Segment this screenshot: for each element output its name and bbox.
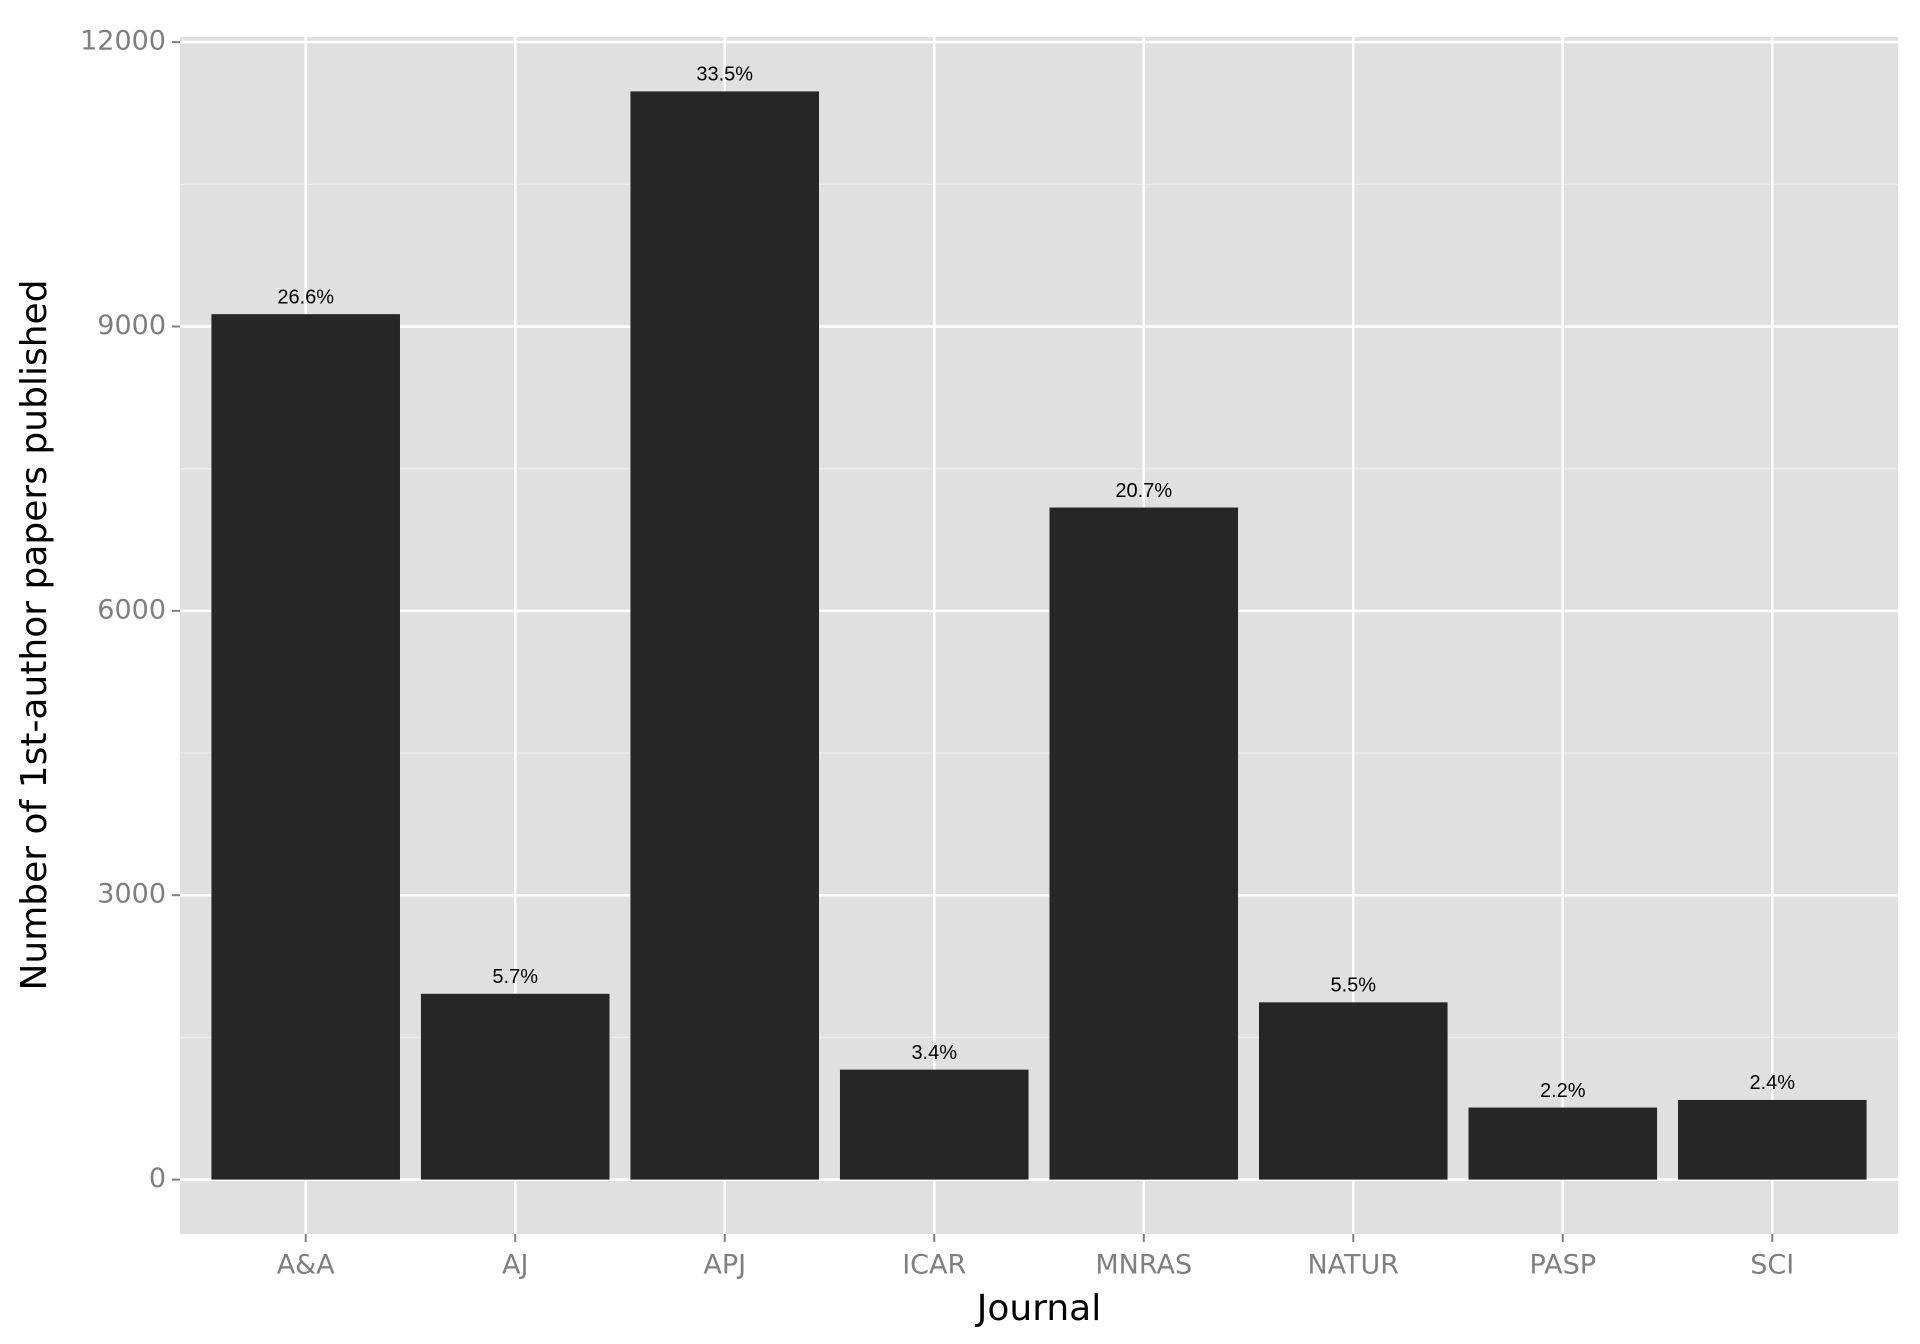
bar — [1468, 1107, 1658, 1180]
bar — [1678, 1099, 1867, 1180]
x-tick-label: AJ — [502, 1250, 528, 1281]
x-axis-title: Journal — [975, 1288, 1102, 1329]
x-tick-label: ICAR — [902, 1250, 966, 1281]
y-tick-label: 0 — [149, 1163, 166, 1194]
x-tick-label: SCI — [1750, 1250, 1794, 1281]
bar — [630, 91, 820, 1180]
x-tick-label: APJ — [703, 1250, 746, 1281]
bar — [839, 1069, 1029, 1180]
bar-label: 26.6% — [277, 286, 334, 308]
y-tick-label: 12000 — [80, 26, 166, 57]
bar-label: 2.4% — [1749, 1072, 1795, 1094]
y-tick-label: 6000 — [97, 594, 166, 625]
bar-label: 5.7% — [492, 966, 538, 988]
bar-label: 2.2% — [1540, 1080, 1586, 1102]
bar-label: 5.5% — [1330, 975, 1376, 997]
x-tick-label: NATUR — [1307, 1250, 1399, 1281]
bar — [420, 993, 610, 1180]
bar-label: 33.5% — [696, 64, 753, 86]
bar — [1258, 1002, 1448, 1180]
y-axis-title: Number of 1st-author papers published — [14, 279, 55, 990]
y-tick-label: 9000 — [97, 310, 166, 341]
x-tick-label: MNRAS — [1095, 1250, 1192, 1281]
bar-label: 20.7% — [1115, 480, 1172, 502]
x-tick-label: PASP — [1530, 1250, 1596, 1281]
bar — [211, 314, 400, 1180]
bar-label: 3.4% — [911, 1042, 957, 1064]
y-tick-label: 3000 — [97, 879, 166, 910]
bar — [1049, 507, 1239, 1180]
x-tick-label: A&A — [277, 1250, 336, 1281]
